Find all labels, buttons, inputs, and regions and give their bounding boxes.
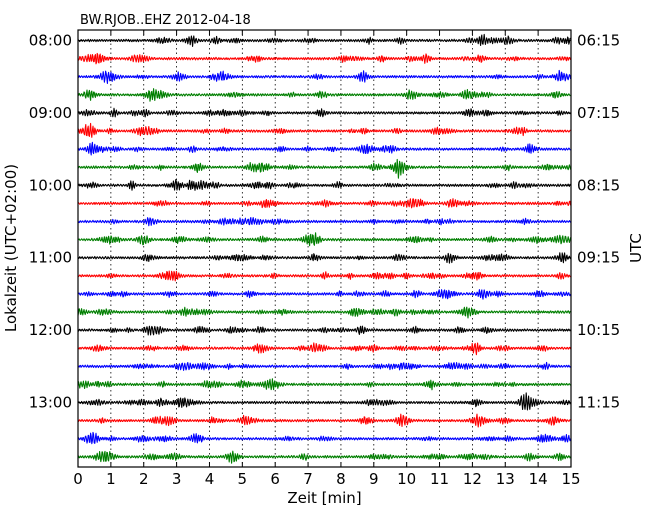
x-tick-label: 4 [205, 470, 215, 488]
x-tick-label: 3 [172, 470, 182, 488]
x-tick-label: 12 [463, 470, 482, 488]
y-tick-label-right: 09:15 [577, 249, 620, 267]
seismic-trace [77, 270, 571, 282]
seismic-traces [77, 33, 572, 464]
y-tick-label-left: 11:00 [29, 249, 72, 267]
seismic-trace [77, 378, 571, 391]
seismic-trace [77, 289, 572, 300]
x-tick-label: 7 [303, 470, 313, 488]
x-tick-label: 0 [73, 470, 83, 488]
seismic-trace [77, 158, 572, 179]
x-tick-label: 15 [561, 470, 580, 488]
x-tick-label: 14 [529, 470, 548, 488]
chart-title: BW.RJOB..EHZ 2012-04-18 [80, 13, 251, 28]
y-tick-label-left: 09:00 [29, 104, 72, 122]
seismic-trace [77, 107, 572, 118]
x-tick-label: 8 [336, 470, 346, 488]
seismic-trace [77, 198, 572, 209]
x-tick-label: 13 [496, 470, 515, 488]
seismic-trace [77, 88, 571, 102]
y-tick-labels-right: 06:15 07:15 08:15 09:15 10:15 11:15 [577, 32, 620, 412]
seismic-trace [77, 141, 571, 156]
seismic-trace [77, 52, 572, 65]
x-tick-label: 5 [238, 470, 248, 488]
y-tick-label-right: 08:15 [577, 176, 620, 194]
seismic-trace [77, 232, 572, 247]
x-axis-title: Zeit [min] [287, 489, 361, 507]
seismic-trace [77, 413, 571, 428]
seismic-trace [77, 69, 572, 85]
plot-frame [77, 29, 572, 468]
y-tick-label-right: 10:15 [577, 321, 620, 339]
y-axis-title-left: Lokalzeit (UTC+02:00) [2, 164, 20, 332]
x-tick-label: 6 [270, 470, 280, 488]
x-tick-labels: 0 1 2 3 4 5 6 7 8 9 10 11 12 13 14 15 [73, 470, 580, 488]
x-tick-label: 9 [369, 470, 379, 488]
seismic-trace [77, 122, 571, 138]
seismic-trace [77, 342, 572, 356]
seismic-trace [77, 178, 571, 191]
y-tick-label-right: 11:15 [577, 394, 620, 412]
y-tick-label-left: 08:00 [29, 32, 72, 50]
seismic-trace [77, 306, 571, 319]
x-tick-label: 1 [106, 470, 116, 488]
seismic-trace [77, 325, 572, 336]
seismic-trace [77, 252, 572, 264]
y-tick-label-left: 13:00 [29, 394, 72, 412]
x-tick-label: 2 [139, 470, 149, 488]
axis-ticks [77, 30, 572, 467]
y-tick-label-right: 06:15 [577, 32, 620, 50]
seismic-trace [77, 361, 572, 371]
y-tick-label-left: 10:00 [29, 176, 72, 194]
seismic-trace [77, 431, 572, 445]
y-tick-labels-left: 08:00 09:00 10:00 11:00 12:00 13:00 [29, 32, 72, 412]
seismic-trace [77, 392, 571, 411]
seismic-trace [77, 450, 572, 464]
x-tick-label: 10 [397, 470, 416, 488]
seismic-trace [77, 217, 572, 227]
y-axis-title-right: UTC [627, 233, 645, 263]
grid-lines [110, 30, 539, 467]
x-tick-label: 11 [430, 470, 449, 488]
seismic-trace [77, 33, 571, 47]
y-tick-label-right: 07:15 [577, 104, 620, 122]
y-tick-label-left: 12:00 [29, 321, 72, 339]
